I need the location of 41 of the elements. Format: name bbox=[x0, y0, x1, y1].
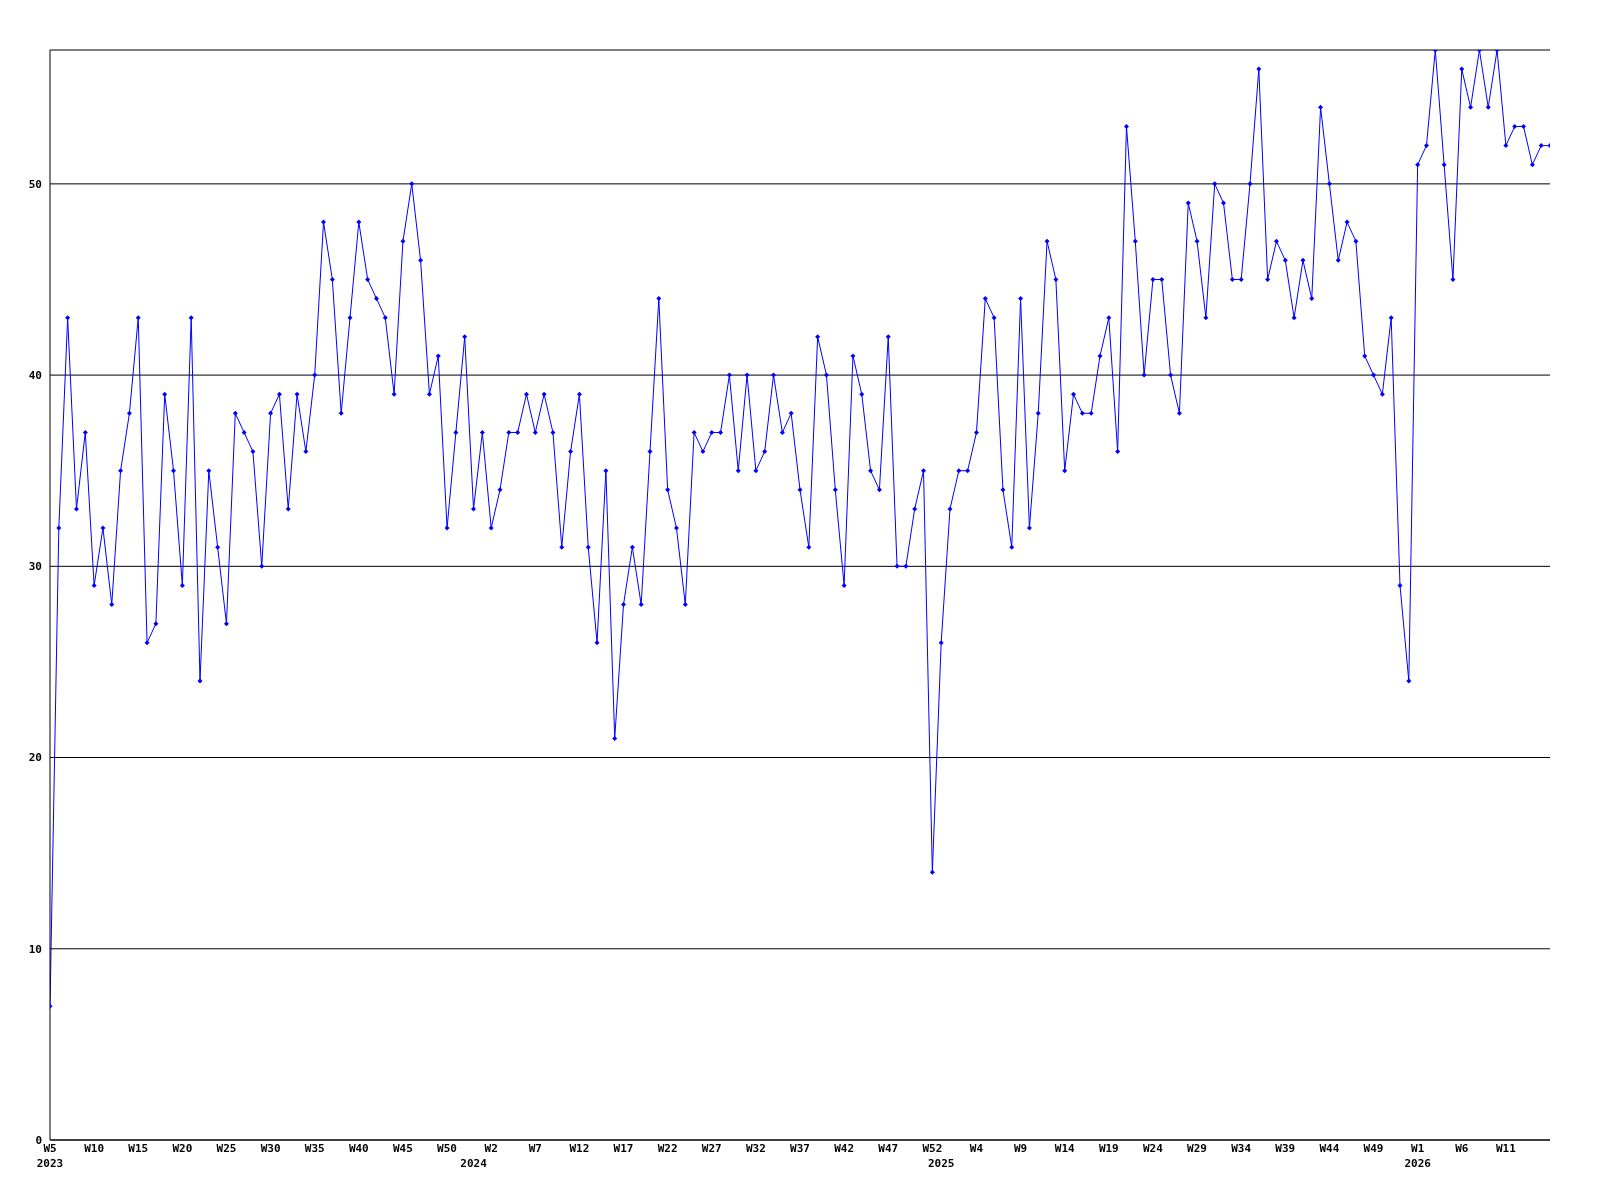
x-tick-label: W24 bbox=[1143, 1142, 1164, 1155]
x-tick-label: W39 bbox=[1275, 1142, 1296, 1155]
x-tick-label: 2025 bbox=[927, 1157, 955, 1170]
x-tick-label: W22 bbox=[657, 1142, 678, 1155]
x-tick-label: W14 bbox=[1054, 1142, 1076, 1155]
x-tick-label: W20 bbox=[172, 1142, 193, 1155]
x-tick-label: W42 bbox=[834, 1142, 855, 1155]
x-tick-label: W1 2026 bbox=[1404, 1142, 1432, 1170]
y-tick-label: 20 bbox=[28, 751, 42, 765]
x-tick-label: W40 bbox=[348, 1142, 369, 1155]
x-tick-label: W52 bbox=[922, 1142, 943, 1155]
x-tick-label: W47 bbox=[878, 1142, 899, 1155]
x-tick-label: W45 bbox=[393, 1142, 413, 1155]
x-tick-label: W9 bbox=[1013, 1142, 1028, 1155]
x-tick-label: W30 bbox=[260, 1142, 281, 1155]
x-tick-label: W32 bbox=[745, 1142, 766, 1155]
x-tick-label: W15 bbox=[128, 1142, 149, 1155]
x-tick-label: W12 bbox=[569, 1142, 590, 1155]
x-tick-label: W10 bbox=[84, 1142, 105, 1155]
x-tick-label: W6 bbox=[1455, 1142, 1469, 1155]
y-tick-label: 0 bbox=[35, 1133, 42, 1147]
x-tick-label: W34 bbox=[1231, 1142, 1252, 1155]
x-tick-label: W19 bbox=[1098, 1142, 1119, 1155]
x-tick-label: 2024 bbox=[460, 1157, 488, 1170]
y-tick-label: 30 bbox=[28, 560, 42, 574]
x-tick-label: W7 bbox=[528, 1142, 542, 1155]
x-tick-label: W35 bbox=[304, 1142, 325, 1155]
x-tick-label: W50 bbox=[437, 1142, 457, 1155]
x-tick-label: W27 bbox=[701, 1142, 722, 1155]
x-tick-label: W11 bbox=[1495, 1142, 1517, 1155]
x-tick-label: W25 bbox=[216, 1142, 237, 1155]
x-tick-label: W2 bbox=[484, 1142, 498, 1155]
x-tick-label: W4 bbox=[969, 1142, 984, 1155]
y-tick-label: 50 bbox=[28, 177, 42, 191]
x-tick-label: W44 bbox=[1319, 1142, 1340, 1155]
x-tick-label: W37 bbox=[790, 1142, 810, 1155]
x-tick-label: W29 bbox=[1187, 1142, 1207, 1155]
y-tick-label: 10 bbox=[28, 942, 42, 956]
x-tick-label: W49 bbox=[1363, 1142, 1384, 1155]
x-tick-label: W17 bbox=[613, 1142, 634, 1155]
y-tick-label: 40 bbox=[28, 368, 42, 382]
